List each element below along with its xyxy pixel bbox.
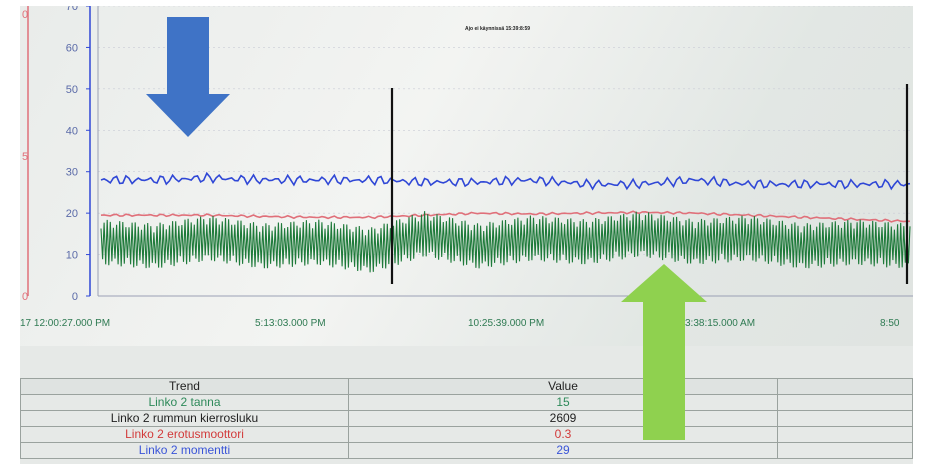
series-line [100,211,911,273]
table-header-row: Trend Value [20,378,913,395]
chart-title: Ajo ei käynnissä 15:39:8:59 [465,26,530,32]
red-y-tick-label: 0 [22,291,28,303]
trend-value-cell: 0.3 [348,426,778,443]
y-tick-label: 10 [66,250,78,262]
column-header-trend[interactable]: Trend [20,378,349,395]
trend-chart-panel: Ajo ei käynnissä 15:39:8:59 0 10 20 30 40 50 6… [20,6,913,342]
y-tick-label: 50 [66,84,78,96]
table-row[interactable]: Linko 2 rummun kierrosluku 2609 [20,410,913,427]
trend-name-cell: Linko 2 erotusmoottori [20,426,349,443]
trend-name-cell: Linko 2 momentti [20,442,349,459]
x-tick-label: 3:38:15.000 AM [685,318,755,329]
trend-extra-cell [777,410,913,427]
trend-chart: Ajo ei käynnissä 15:39:8:59 010203040506… [20,6,913,329]
y-tick-label: 40 [66,125,78,137]
column-header-value[interactable]: Value [348,378,778,395]
trend-extra-cell [777,394,913,411]
trend-screen: Ajo ei käynnissä 15:39:8:59 0 10 20 30 40 50 6… [20,6,913,464]
trend-name-cell: Linko 2 tanna [20,394,349,411]
trend-value-cell: 15 [348,394,778,411]
chart-series [100,171,911,273]
up-arrow-shape [621,264,707,440]
series-line [100,171,911,191]
y-tick-label: 30 [66,167,78,179]
trend-value-cell: 29 [348,442,778,459]
trend-extra-cell [777,426,913,443]
x-tick-label: 8:50 [880,318,900,329]
up-arrow-annotation [621,264,707,440]
trend-name-cell: Linko 2 rummun kierrosluku [20,410,349,427]
y-tick-label: 0 [72,291,78,303]
x-tick-label: 17 12:00:27.000 PM [20,318,110,329]
x-tick-label: 5:13:03.000 PM [255,318,326,329]
trend-extra-cell [777,442,913,459]
y-tick-label: 60 [66,42,78,54]
table-row[interactable]: Linko 2 momentti 29 [20,442,913,459]
x-tick-label: 10:25:39.000 PM [468,318,544,329]
down-arrow-shape [146,17,230,137]
cursor-lines [390,84,909,284]
trend-value-panel: Trend Value Linko 2 tanna 15 Linko 2 rummu… [20,346,913,464]
x-axis-labels: 17 12:00:27.000 PM 5:13:03.000 PM 10:25:39… [20,318,900,329]
table-row[interactable]: Linko 2 erotusmoottori 0.3 [20,426,913,443]
red-y-tick-label: 0 [22,9,28,21]
trend-value-cell: 2609 [348,410,778,427]
table-body: Linko 2 tanna 15 Linko 2 rummun kierrosluk… [20,394,913,459]
table-row[interactable]: Linko 2 tanna 15 [20,394,913,411]
series-line [100,210,911,223]
down-arrow-annotation [146,17,230,137]
trend-value-table: Trend Value Linko 2 tanna 15 Linko 2 rummu… [20,378,913,459]
red-y-tick-label: 5 [22,151,28,163]
column-header-extra [777,378,913,395]
y-tick-label: 20 [66,208,78,220]
y-tick-label: 70 [66,6,78,13]
